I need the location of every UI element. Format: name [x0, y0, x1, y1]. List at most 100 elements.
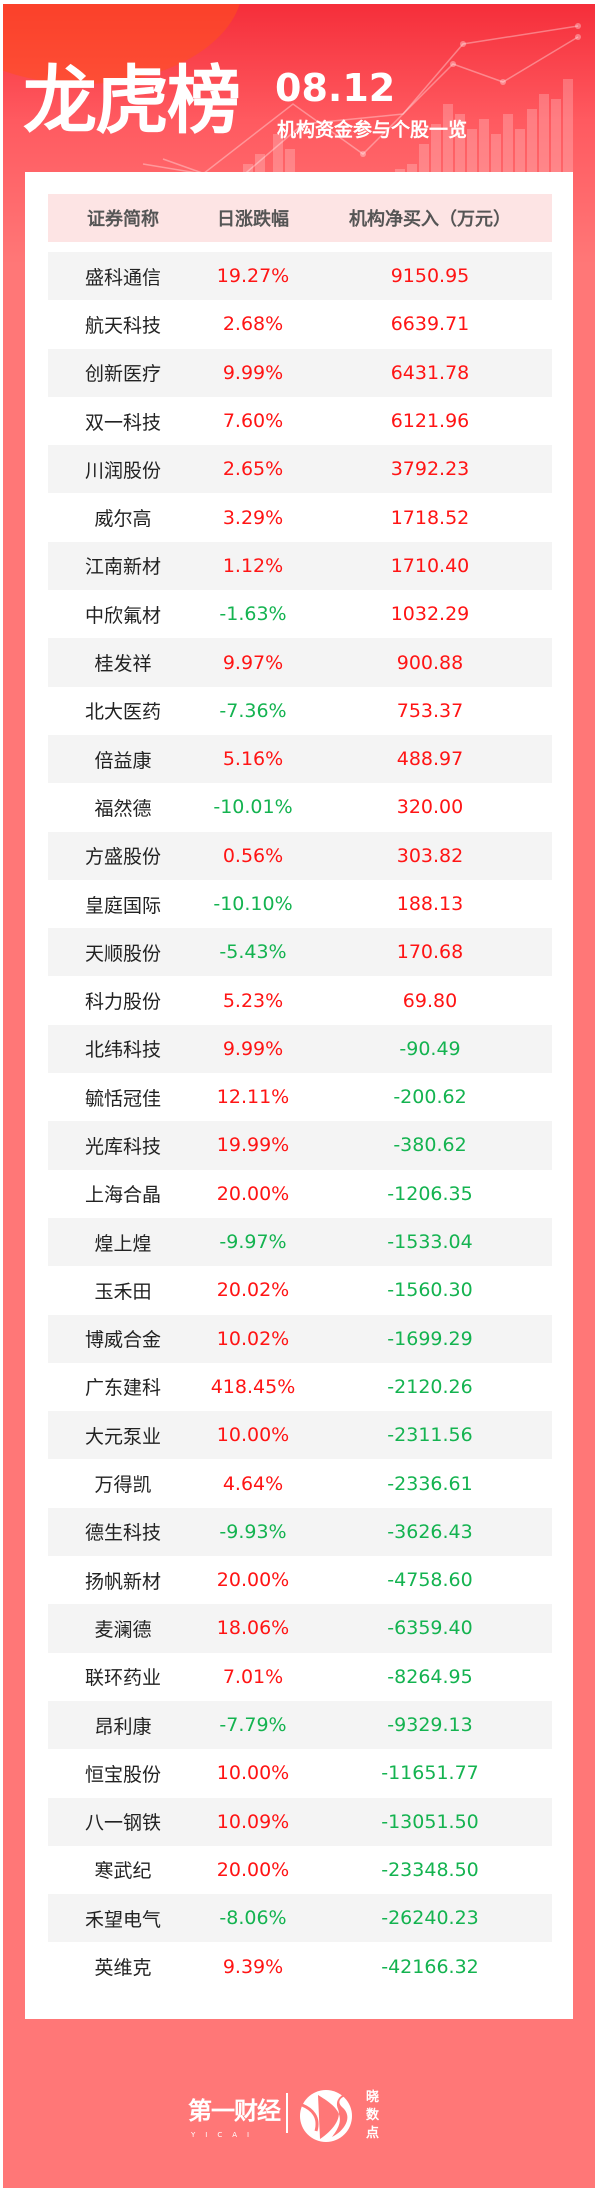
stock-name: 桂发祥: [94, 653, 152, 676]
stock-name: 倍益康: [94, 749, 152, 772]
xiaoshudian-logo-text: 晓数点: [366, 2090, 380, 2141]
column-header-net-buy: 机构净买入（万元）: [349, 209, 511, 230]
table-row: 禾望电气 -8.06% -26240.23: [48, 1894, 552, 1943]
daily-change: 7.60%: [222, 410, 284, 433]
table-row: 扬帆新材 20.00% -4758.60: [48, 1556, 552, 1604]
daily-change: 5.16%: [222, 748, 284, 771]
table-row: 毓恬冠佳 12.11% -200.62: [48, 1073, 552, 1121]
daily-change: 3.29%: [222, 506, 284, 529]
daily-change: -8.06%: [219, 1907, 287, 1930]
daily-change: -10.01%: [213, 796, 293, 819]
table-row: 倍益康 5.16% 488.97: [48, 734, 552, 784]
daily-change: -5.43%: [219, 941, 287, 964]
stock-name: 联环药业: [84, 1667, 161, 1690]
stock-name: 福然德: [94, 797, 152, 820]
institution-net-buy: 188.13: [396, 893, 464, 915]
table-row: 北纬科技 9.99% -90.49: [48, 1024, 552, 1074]
daily-change: 20.02%: [216, 1279, 290, 1302]
yicai-logo: 第一财经: [188, 2097, 281, 2125]
stock-name: 科力股份: [84, 991, 161, 1014]
table-row: 创新医疗 9.99% 6431.78: [48, 348, 552, 397]
institution-net-buy: -380.62: [393, 1134, 467, 1157]
daily-change: 18.06%: [216, 1617, 290, 1640]
institution-net-buy: -200.62: [393, 1086, 467, 1109]
institution-net-buy: -1206.35: [387, 1182, 473, 1205]
institution-net-buy: 303.82: [396, 844, 464, 867]
stock-name: 昂利康: [94, 1715, 152, 1738]
table-row: 双一科技 7.60% 6121.96: [48, 397, 552, 445]
institution-net-buy: -9329.13: [387, 1714, 473, 1737]
stock-name: 中欣氟材: [84, 604, 161, 627]
daily-change: 10.00%: [216, 1762, 290, 1785]
institution-net-buy: 3792.23: [390, 458, 470, 481]
stock-name: 双一科技: [84, 411, 161, 434]
daily-change: 5.23%: [222, 989, 284, 1012]
table-row: 皇庭国际 -10.10% 188.13: [48, 880, 552, 928]
stock-name: 毓恬冠佳: [84, 1087, 161, 1110]
table-row: 玉禾田 20.02% -1560.30: [48, 1266, 552, 1314]
daily-change: -1.63%: [219, 603, 287, 626]
institution-net-buy: 1718.52: [390, 506, 470, 529]
table-row: 麦澜德 18.06% -6359.40: [48, 1604, 552, 1653]
institution-net-buy: 488.97: [396, 748, 464, 771]
stock-name: 英维克: [94, 1957, 152, 1980]
daily-change: 9.99%: [222, 361, 284, 384]
stock-name: 北纬科技: [84, 1039, 161, 1062]
table-row: 川润股份 2.65% 3792.23: [48, 445, 552, 494]
stock-name: 江南新材: [84, 556, 161, 579]
daily-change: 0.56%: [222, 844, 284, 867]
institution-net-buy: 900.88: [396, 651, 464, 674]
institution-net-buy: -23348.50: [381, 1858, 479, 1881]
stock-name: 上海合晶: [84, 1184, 161, 1207]
institution-net-buy: 9150.95: [390, 265, 470, 288]
table-row: 英维克 9.39% -42166.32: [48, 1942, 552, 1990]
daily-change: 12.11%: [216, 1086, 290, 1109]
stock-name: 北大医药: [84, 701, 161, 724]
table-row: 科力股份 5.23% 69.80: [48, 976, 552, 1024]
stock-name: 玉禾田: [94, 1280, 152, 1303]
daily-change: 20.00%: [216, 1569, 290, 1592]
stock-name: 光库科技: [84, 1135, 161, 1158]
stock-name: 盛科通信: [84, 266, 161, 289]
table-row: 方盛股份 0.56% 303.82: [48, 831, 552, 880]
institution-net-buy: -90.49: [399, 1037, 461, 1060]
table-row: 德生科技 -9.93% -3626.43: [48, 1507, 552, 1557]
institution-net-buy: -4758.60: [387, 1569, 473, 1592]
institution-net-buy: -42166.32: [381, 1955, 479, 1978]
institution-net-buy: -11651.77: [381, 1762, 479, 1785]
institution-net-buy: 69.80: [402, 989, 458, 1012]
daily-change: -7.79%: [219, 1714, 287, 1737]
institution-net-buy: -1560.30: [387, 1279, 473, 1302]
institution-net-buy: -2120.26: [387, 1375, 473, 1398]
institution-net-buy: -1533.04: [387, 1231, 473, 1254]
institution-net-buy: -13051.50: [381, 1810, 479, 1833]
yicai-logo-subtext: YICAI: [191, 2131, 260, 2139]
daily-change: 10.00%: [216, 1424, 290, 1447]
daily-change: 2.65%: [222, 458, 284, 481]
table-row: 威尔高 3.29% 1718.52: [48, 493, 552, 541]
table-row: 博威合金 10.02% -1699.29: [48, 1314, 552, 1363]
daily-change: -7.36%: [219, 699, 287, 722]
table-row: 大元泵业 10.00% -2311.56: [48, 1411, 552, 1460]
footer-divider: [286, 2093, 288, 2133]
institution-net-buy: -2336.61: [387, 1472, 473, 1495]
daily-change: 10.09%: [216, 1810, 290, 1833]
daily-change: 19.99%: [216, 1134, 290, 1157]
table-row: 航天科技 2.68% 6639.71: [48, 300, 552, 348]
xiaoshudian-logo-icon: [300, 2090, 358, 2142]
stock-name: 皇庭国际: [84, 894, 161, 917]
table-row: 联环药业 7.01% -8264.95: [48, 1653, 552, 1701]
column-header-name: 证券简称: [87, 209, 159, 230]
stock-name: 创新医疗: [84, 363, 161, 386]
table-row: 广东建科 418.45% -2120.26: [48, 1363, 552, 1411]
daily-change: 20.00%: [216, 1858, 290, 1881]
daily-change: 9.39%: [222, 1955, 284, 1978]
daily-change: 2.68%: [222, 313, 284, 336]
daily-change: 19.27%: [216, 265, 290, 288]
table-body: 盛科通信 19.27% 9150.95 航天科技 2.68% 6639.71 创新医疗 9.9…: [48, 252, 552, 1991]
table-row: 万得凯 4.64% -2336.61: [48, 1459, 552, 1507]
stock-name: 八一钢铁: [84, 1812, 161, 1835]
stock-name: 恒宝股份: [84, 1763, 161, 1786]
stock-name: 煌上煌: [94, 1232, 152, 1255]
table-row: 八一钢铁 10.09% -13051.50: [48, 1797, 552, 1846]
